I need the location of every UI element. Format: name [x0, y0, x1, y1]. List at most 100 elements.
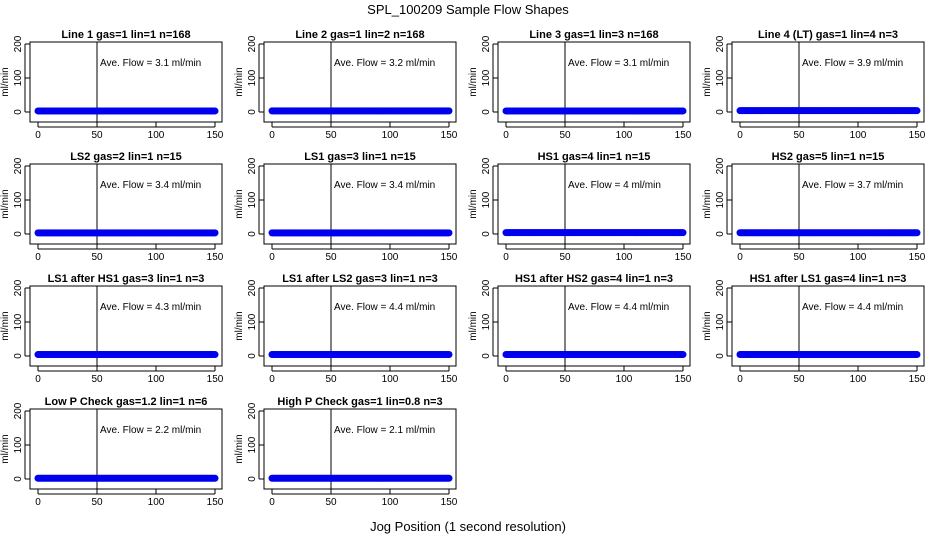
series-points: [34, 351, 219, 359]
y-tick-label: 200: [481, 279, 492, 296]
average-flow-annotation: Ave. Flow = 3.9 ml/min: [802, 58, 903, 69]
y-tick-label: 0: [247, 231, 258, 237]
x-tick-label: 150: [675, 374, 692, 385]
data-point: [445, 474, 453, 482]
plot-frame: [263, 41, 457, 123]
x-tick-label: 100: [382, 252, 399, 263]
x-tick-label: 50: [559, 130, 571, 141]
panel-title: LS1 after LS2 gas=3 lin=1 n=3: [282, 273, 438, 285]
panel-title: LS2 gas=2 lin=1 n=15: [70, 151, 182, 163]
x-tick-label: 50: [559, 374, 571, 385]
series-points: [736, 229, 921, 237]
x-tick-label: 100: [148, 252, 165, 263]
y-axis-label: ml/min: [702, 67, 713, 96]
plot-frame: [29, 163, 223, 245]
panel-7: HS1 gas=4 lin=1 n=15 0 50 100 150 0 100 200 ml/m…: [468, 151, 692, 263]
average-flow-annotation: Ave. Flow = 2.1 ml/min: [334, 425, 435, 436]
average-flow-annotation: Ave. Flow = 3.4 ml/min: [100, 180, 201, 191]
data-point: [445, 229, 453, 237]
panel-8: HS2 gas=5 lin=1 n=15 0 50 100 150 0 100 200 ml/m…: [702, 151, 926, 263]
y-axis-label: ml/min: [468, 67, 479, 96]
x-tick-label: 50: [91, 130, 103, 141]
y-tick-label: 100: [247, 191, 258, 208]
y-tick-label: 0: [715, 353, 726, 359]
panel-title: Line 2 gas=1 lin=2 n=168: [295, 29, 424, 41]
x-tick-label: 0: [35, 374, 41, 385]
x-tick-label: 100: [148, 374, 165, 385]
series-points: [268, 107, 453, 115]
y-tick-label: 0: [247, 476, 258, 482]
y-axis-label: ml/min: [0, 67, 11, 96]
y-tick-label: 0: [715, 109, 726, 115]
x-tick-label: 100: [850, 252, 867, 263]
x-tick-label: 100: [148, 497, 165, 508]
y-tick-label: 200: [715, 157, 726, 174]
x-tick-label: 0: [269, 374, 275, 385]
series-points: [268, 351, 453, 359]
panel-1: Line 1 gas=1 lin=1 n=168 0 50 100 150 0 100 200…: [0, 29, 224, 141]
y-tick-label: 100: [481, 69, 492, 86]
panel-12: HS1 after LS1 gas=4 lin=1 n=3 0 50 100 150 0 1…: [702, 273, 926, 385]
series-points: [268, 229, 453, 237]
panel-10: LS1 after LS2 gas=3 lin=1 n=3 0 50 100 150 0 1…: [234, 273, 458, 385]
y-tick-label: 0: [715, 231, 726, 237]
series-points: [736, 351, 921, 359]
y-axis-label: ml/min: [468, 311, 479, 340]
x-tick-label: 150: [207, 374, 224, 385]
x-tick-label: 100: [850, 374, 867, 385]
panel-title: HS1 gas=4 lin=1 n=15: [538, 151, 651, 163]
x-tick-label: 150: [909, 252, 926, 263]
average-flow-annotation: Ave. Flow = 2.2 ml/min: [100, 425, 201, 436]
average-flow-annotation: Ave. Flow = 4 ml/min: [568, 180, 661, 191]
average-flow-annotation: Ave. Flow = 4.3 ml/min: [100, 302, 201, 313]
x-tick-label: 100: [850, 130, 867, 141]
y-tick-label: 200: [481, 35, 492, 52]
y-tick-label: 100: [13, 436, 24, 453]
x-tick-label: 0: [737, 130, 743, 141]
x-tick-label: 100: [148, 130, 165, 141]
panels: Line 1 gas=1 lin=1 n=168 0 50 100 150 0 100 200…: [0, 29, 926, 508]
data-point: [679, 107, 687, 115]
average-flow-annotation: Ave. Flow = 3.1 ml/min: [568, 58, 669, 69]
y-axis-label: ml/min: [234, 189, 245, 218]
x-tick-label: 150: [441, 252, 458, 263]
series-points: [34, 229, 219, 237]
average-flow-annotation: Ave. Flow = 3.1 ml/min: [100, 58, 201, 69]
x-tick-label: 0: [737, 374, 743, 385]
x-axis-label: Jog Position (1 second resolution): [370, 519, 566, 534]
panel-2: Line 2 gas=1 lin=2 n=168 0 50 100 150 0 100 200…: [234, 29, 458, 141]
y-tick-label: 100: [715, 69, 726, 86]
y-tick-label: 100: [481, 191, 492, 208]
y-tick-label: 0: [481, 231, 492, 237]
average-flow-annotation: Ave. Flow = 3.7 ml/min: [802, 180, 903, 191]
x-tick-label: 0: [35, 252, 41, 263]
panel-title: Line 1 gas=1 lin=1 n=168: [61, 29, 190, 41]
panel-title: Line 3 gas=1 lin=3 n=168: [529, 29, 658, 41]
y-tick-label: 0: [481, 109, 492, 115]
x-tick-label: 0: [35, 130, 41, 141]
panel-title: High P Check gas=1 lin=0.8 n=3: [277, 396, 442, 408]
x-tick-label: 100: [382, 497, 399, 508]
y-tick-label: 100: [247, 69, 258, 86]
x-tick-label: 50: [91, 252, 103, 263]
y-tick-label: 200: [715, 279, 726, 296]
average-flow-annotation: Ave. Flow = 3.2 ml/min: [334, 58, 435, 69]
x-tick-label: 50: [793, 374, 805, 385]
y-axis-label: ml/min: [234, 67, 245, 96]
average-flow-annotation: Ave. Flow = 3.4 ml/min: [334, 180, 435, 191]
panel-title: LS1 gas=3 lin=1 n=15: [304, 151, 416, 163]
y-tick-label: 200: [13, 402, 24, 419]
y-tick-label: 0: [13, 231, 24, 237]
x-tick-label: 100: [382, 374, 399, 385]
y-axis-label: ml/min: [468, 189, 479, 218]
y-tick-label: 200: [13, 279, 24, 296]
x-tick-label: 0: [269, 252, 275, 263]
y-tick-label: 100: [715, 313, 726, 330]
series-points: [502, 229, 687, 237]
y-tick-label: 100: [481, 313, 492, 330]
y-tick-label: 0: [247, 353, 258, 359]
panel-9: LS1 after HS1 gas=3 lin=1 n=3 0 50 100 150 0 1…: [0, 273, 224, 385]
x-tick-label: 150: [207, 130, 224, 141]
figure-title: SPL_100209 Sample Flow Shapes: [367, 2, 569, 17]
